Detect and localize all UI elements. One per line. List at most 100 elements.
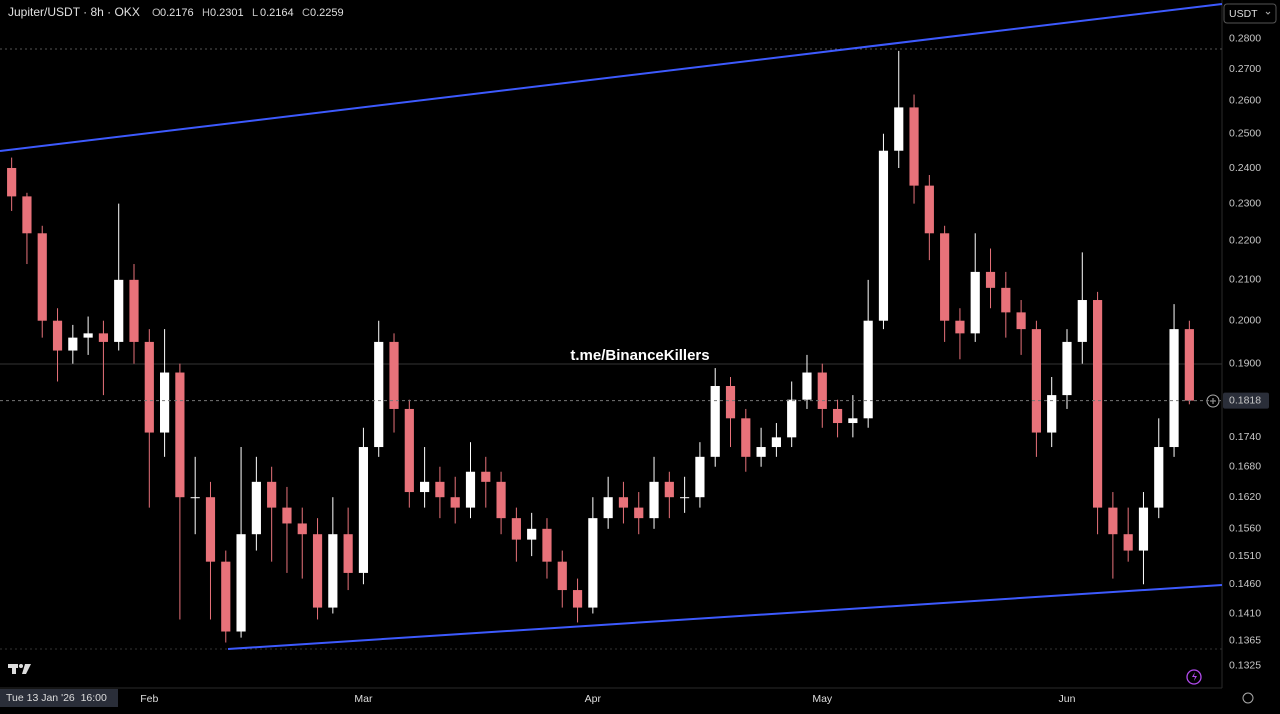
candle-body bbox=[603, 497, 613, 519]
candle-body bbox=[1169, 329, 1179, 448]
candle-body bbox=[481, 471, 491, 482]
ohlc-value: 0.2301 bbox=[210, 7, 244, 19]
currency-label[interactable]: USDT bbox=[1229, 8, 1258, 20]
y-tick-label: 0.1365 bbox=[1229, 634, 1261, 646]
y-tick-label: 0.1410 bbox=[1229, 607, 1261, 619]
candle-body bbox=[771, 437, 781, 448]
ohlc-key: H bbox=[202, 7, 210, 19]
candle-body bbox=[251, 481, 261, 535]
candle-body bbox=[114, 279, 124, 342]
ohlc-key: L bbox=[252, 7, 258, 19]
candle-body bbox=[420, 481, 430, 493]
candle-body bbox=[572, 590, 583, 608]
crosshair-date: Tue 13 Jan '26 16:00 bbox=[6, 692, 107, 704]
candles bbox=[7, 50, 1194, 643]
candle-body bbox=[160, 372, 170, 433]
candle-body bbox=[465, 471, 476, 508]
candle-body bbox=[848, 418, 858, 424]
ohlc-header: O 0.2176 H 0.2301 L 0.2164 C 0.2259 bbox=[152, 7, 344, 19]
candle-body bbox=[710, 386, 720, 457]
candle-body bbox=[741, 418, 751, 457]
candle-body bbox=[588, 518, 598, 608]
candle-body bbox=[1077, 300, 1087, 342]
candle-body bbox=[1001, 287, 1011, 313]
candle-body bbox=[940, 233, 950, 321]
candle-body bbox=[680, 497, 690, 499]
alert-icon[interactable] bbox=[1186, 669, 1202, 685]
candle-body bbox=[1123, 534, 1133, 551]
candle-body bbox=[496, 481, 506, 519]
candle-body bbox=[649, 481, 659, 519]
candle-body bbox=[985, 271, 996, 288]
candle-body bbox=[878, 150, 889, 321]
watermark: t.me/BinanceKillers bbox=[570, 347, 709, 364]
candle-body bbox=[924, 185, 934, 234]
candle-body bbox=[909, 107, 919, 186]
y-tick-label: 0.2400 bbox=[1229, 162, 1261, 174]
candle-body bbox=[1138, 507, 1149, 551]
candle-body bbox=[297, 523, 307, 535]
candle-body bbox=[817, 372, 827, 409]
candle-body bbox=[1047, 395, 1057, 433]
x-tick-label: Apr bbox=[585, 693, 602, 705]
ohlc-value: 0.2164 bbox=[260, 7, 294, 19]
lower-trendline bbox=[227, 584, 1223, 650]
y-tick-label: 0.2100 bbox=[1229, 274, 1261, 286]
y-tick-label: 0.1325 bbox=[1229, 659, 1261, 671]
candle-body bbox=[955, 320, 965, 334]
candle-body bbox=[863, 320, 873, 419]
candle-body bbox=[404, 408, 414, 493]
chart-title: Jupiter/USDT · 8h · OKX bbox=[8, 5, 140, 19]
y-tick-label: 0.2700 bbox=[1229, 63, 1261, 75]
candle-body bbox=[664, 481, 674, 498]
x-tick-label: Feb bbox=[140, 693, 158, 705]
y-tick-label: 0.2600 bbox=[1229, 95, 1261, 107]
upper-trendline bbox=[0, 3, 1223, 152]
candle-body bbox=[175, 372, 185, 498]
candle-body bbox=[389, 341, 399, 409]
candle-body bbox=[1154, 447, 1164, 508]
candle-body bbox=[22, 196, 32, 234]
candle-body bbox=[1031, 329, 1041, 433]
x-tick-label: Mar bbox=[354, 693, 373, 705]
candle-body bbox=[1016, 312, 1026, 330]
candle-body bbox=[1184, 329, 1194, 401]
candle-body bbox=[832, 408, 843, 424]
candle-body bbox=[542, 528, 552, 562]
candle-body bbox=[435, 481, 445, 498]
y-tick-label: 0.2000 bbox=[1229, 314, 1261, 326]
candle-body bbox=[618, 497, 629, 508]
last-price-box bbox=[1223, 392, 1269, 409]
candle-body bbox=[511, 518, 521, 540]
candle-body bbox=[68, 337, 78, 351]
candle-body bbox=[37, 233, 47, 321]
currency-selector[interactable] bbox=[1223, 3, 1277, 24]
last-price-label: 0.1818 bbox=[1229, 394, 1261, 406]
candle-body bbox=[83, 333, 93, 338]
candle-body bbox=[358, 447, 369, 573]
y-tick-label: 0.1740 bbox=[1229, 431, 1261, 443]
y-tick-label: 0.1900 bbox=[1229, 357, 1261, 369]
candle-body bbox=[450, 497, 460, 508]
y-tick-label: 0.2300 bbox=[1229, 197, 1261, 209]
candle-body bbox=[527, 528, 537, 540]
candle-body bbox=[328, 534, 338, 608]
candle-body bbox=[634, 507, 644, 519]
candle-body bbox=[343, 534, 353, 573]
candle-body bbox=[52, 320, 63, 351]
candle-body bbox=[894, 107, 904, 151]
candle-body bbox=[236, 534, 246, 632]
y-tick-label: 0.2500 bbox=[1229, 128, 1261, 140]
candle-body bbox=[144, 341, 154, 433]
dropdown-caret bbox=[1265, 11, 1271, 15]
ohlc-value: 0.2176 bbox=[160, 7, 194, 19]
candle-body bbox=[802, 372, 812, 400]
x-tick-label: Jun bbox=[1059, 693, 1076, 705]
ohlc-key: C bbox=[302, 7, 310, 19]
y-tick-label: 0.1620 bbox=[1229, 491, 1261, 503]
settings-icon[interactable] bbox=[1242, 692, 1254, 704]
candle-body bbox=[970, 271, 980, 334]
candle-body bbox=[756, 447, 766, 457]
candle-body bbox=[129, 279, 139, 342]
